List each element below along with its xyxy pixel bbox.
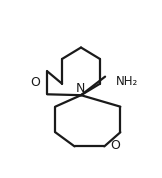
Text: O: O [30,76,40,89]
Text: NH₂: NH₂ [116,75,138,88]
Text: N: N [76,82,86,96]
Text: O: O [110,139,120,152]
